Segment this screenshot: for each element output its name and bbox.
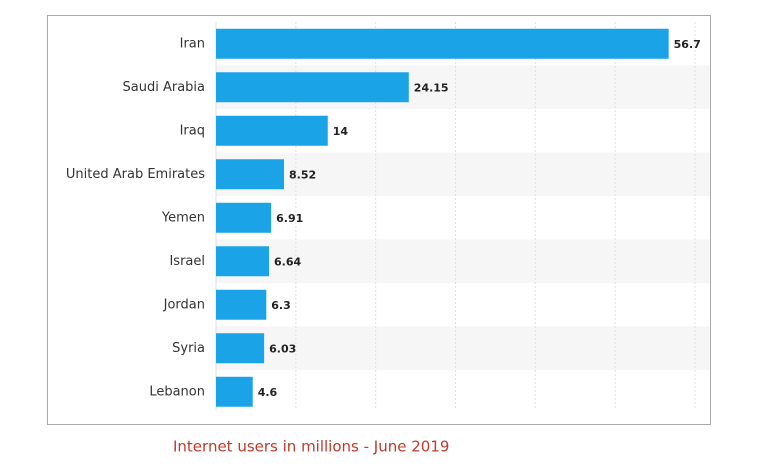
- row-band: [216, 326, 710, 370]
- y-tick-label: Saudi Arabia: [123, 80, 206, 95]
- bar: [216, 289, 267, 320]
- caption: Internet users in millions - June 2019: [173, 438, 449, 456]
- bar: [216, 159, 285, 190]
- value-label: 56.7: [674, 38, 701, 51]
- value-label: 6.3: [271, 299, 291, 312]
- y-tick-label: Syria: [172, 341, 205, 356]
- row-band: [216, 239, 710, 283]
- y-tick-label: Iran: [180, 36, 205, 51]
- value-label: 6.91: [276, 212, 303, 225]
- y-tick-label: Lebanon: [149, 384, 205, 399]
- value-label: 6.64: [274, 255, 301, 268]
- y-tick-label: Jordan: [163, 297, 205, 312]
- y-tick-label: Iraq: [180, 123, 205, 138]
- value-label: 24.15: [414, 81, 449, 94]
- bar: [216, 72, 409, 103]
- bar: [216, 333, 265, 364]
- y-tick-label: Israel: [169, 254, 205, 269]
- value-label: 14: [333, 125, 349, 138]
- y-tick-label: United Arab Emirates: [66, 167, 205, 182]
- y-tick-label: Yemen: [161, 210, 205, 225]
- row-band: [216, 152, 710, 196]
- bar: [216, 376, 253, 407]
- bar: [216, 115, 328, 146]
- bar: [216, 28, 669, 59]
- value-label: 8.52: [289, 168, 316, 181]
- bar: [216, 202, 272, 233]
- value-label: 4.6: [258, 386, 278, 399]
- value-label: 6.03: [269, 342, 296, 355]
- bar: [216, 246, 270, 277]
